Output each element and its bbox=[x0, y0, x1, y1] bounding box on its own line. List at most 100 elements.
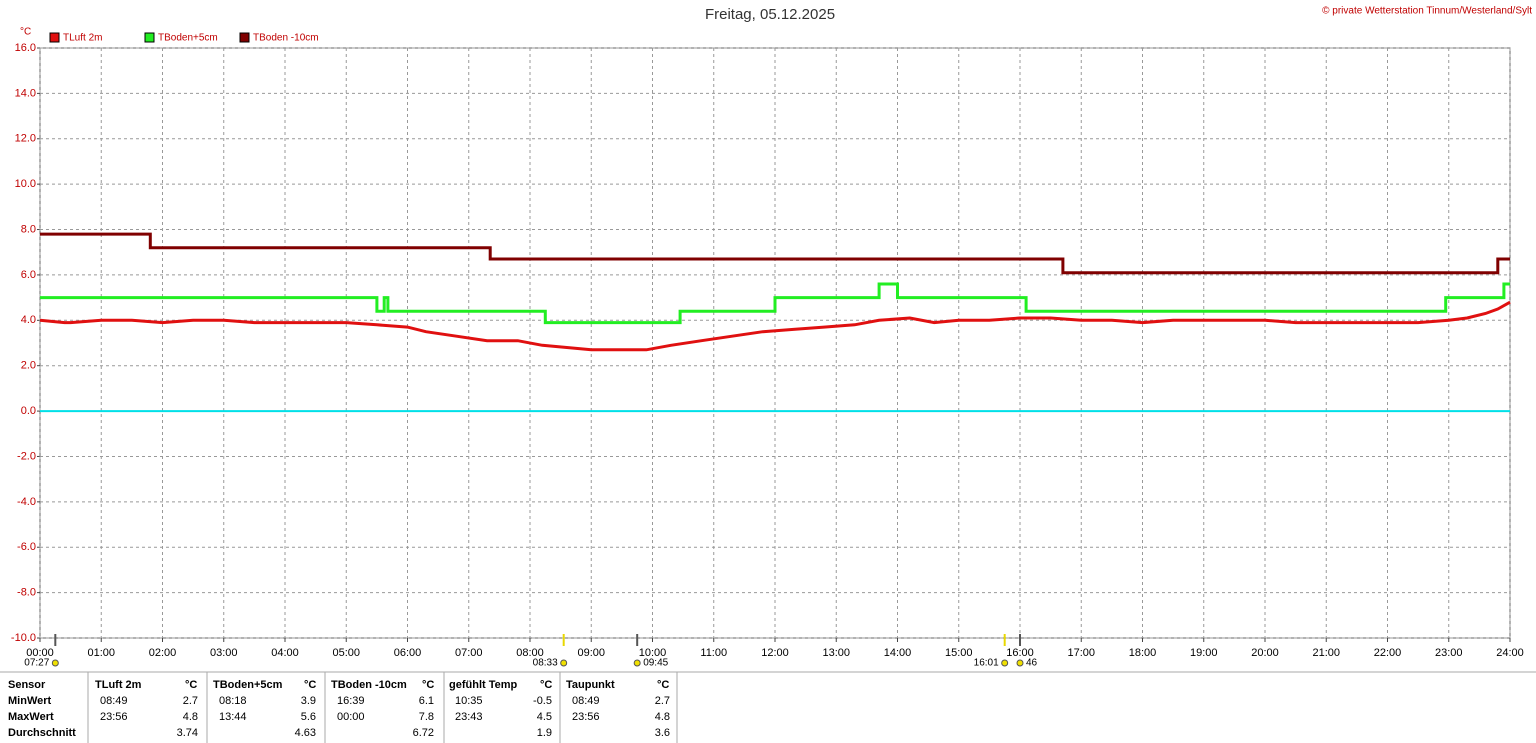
event-label: 16:01 bbox=[974, 658, 999, 669]
table-header: °C bbox=[540, 679, 552, 691]
x-tick-label: 21:00 bbox=[1312, 647, 1340, 659]
series-line bbox=[40, 232, 1510, 275]
row-label: MinWert bbox=[8, 695, 52, 707]
y-tick-label: 2.0 bbox=[21, 360, 36, 372]
event-label: 08:33 bbox=[533, 658, 558, 669]
event-icon bbox=[1001, 659, 1009, 667]
y-tick-label: -2.0 bbox=[17, 450, 36, 462]
x-tick-label: 00:00 bbox=[26, 647, 54, 659]
x-tick-label: 05:00 bbox=[332, 647, 360, 659]
table-header: °C bbox=[422, 679, 434, 691]
y-tick-label: -8.0 bbox=[17, 587, 36, 599]
cell-time: 23:56 bbox=[572, 711, 600, 723]
x-tick-label: 10:00 bbox=[639, 647, 667, 659]
table-separators bbox=[87, 672, 678, 743]
event-label: 09:45 bbox=[643, 658, 668, 669]
cell-time: 08:49 bbox=[100, 695, 128, 707]
cell-time: 16:39 bbox=[337, 695, 365, 707]
legend-swatch bbox=[144, 32, 155, 43]
cell-time: 23:56 bbox=[100, 711, 128, 723]
cell-value: 4.5 bbox=[537, 711, 552, 723]
table-header: TLuft 2m bbox=[95, 679, 142, 691]
chart-title: Freitag, 05.12.2025 bbox=[705, 6, 835, 23]
legend-swatch bbox=[239, 32, 250, 43]
x-tick-label: 16:00 bbox=[1006, 647, 1034, 659]
y-tick-label: 4.0 bbox=[21, 314, 36, 326]
x-tick-label: 11:00 bbox=[700, 647, 727, 659]
event-icon bbox=[51, 659, 59, 667]
cell-value: 5.6 bbox=[301, 711, 316, 723]
cell-value: 4.8 bbox=[655, 711, 670, 723]
cell-value: 2.7 bbox=[655, 695, 670, 707]
credit: © private Wetterstation Tinnum/Westerlan… bbox=[1322, 6, 1532, 17]
x-tick-label: 08:00 bbox=[516, 647, 544, 659]
cell-time: 08:18 bbox=[219, 695, 247, 707]
event-label: 07:27 bbox=[24, 658, 49, 669]
cell-value: 4.8 bbox=[183, 711, 198, 723]
cell-time: 08:49 bbox=[572, 695, 600, 707]
x-tick-label: 12:00 bbox=[761, 647, 789, 659]
y-tick-label: -4.0 bbox=[17, 496, 36, 508]
cell-time: 23:43 bbox=[455, 711, 483, 723]
x-tick-label: 18:00 bbox=[1129, 647, 1157, 659]
series-line bbox=[39, 300, 1511, 352]
cell-time: 10:35 bbox=[455, 695, 483, 707]
cell-value: 3.74 bbox=[177, 727, 198, 739]
y-tick-label: -6.0 bbox=[17, 541, 36, 553]
x-tick-label: 09:00 bbox=[577, 647, 605, 659]
cell-value: 7.8 bbox=[419, 711, 434, 723]
cell-time: 13:44 bbox=[219, 711, 247, 723]
y-tick-label: 10.0 bbox=[15, 178, 36, 190]
x-tick-label: 22:00 bbox=[1374, 647, 1402, 659]
row-label: MaxWert bbox=[8, 711, 54, 723]
table-header: gefühlt Temp bbox=[449, 679, 518, 691]
x-tick-label: 14:00 bbox=[884, 647, 912, 659]
x-tick-label: 07:00 bbox=[455, 647, 483, 659]
cell-value: 2.7 bbox=[183, 695, 198, 707]
x-tick-label: 17:00 bbox=[1067, 647, 1095, 659]
y-tick-label: 8.0 bbox=[21, 223, 36, 235]
y-tick-label: -10.0 bbox=[11, 632, 36, 644]
cell-value: 3.9 bbox=[301, 695, 316, 707]
table-header: Sensor bbox=[8, 679, 46, 691]
table-header: Taupunkt bbox=[566, 679, 615, 691]
y-tick-label: 16.0 bbox=[15, 42, 36, 54]
x-tick-label: 03:00 bbox=[210, 647, 238, 659]
table-header: TBoden -10cm bbox=[331, 679, 407, 691]
series-line bbox=[40, 282, 1510, 325]
x-tick-label: 06:00 bbox=[394, 647, 422, 659]
legend-label: TLuft 2m bbox=[63, 33, 102, 44]
x-tick-label: 24:00 bbox=[1496, 647, 1524, 659]
x-tick-label: 15:00 bbox=[945, 647, 973, 659]
legend-swatch bbox=[49, 32, 60, 43]
event-icon bbox=[1016, 659, 1024, 667]
cell-value: 6.1 bbox=[419, 695, 434, 707]
cell-time: 00:00 bbox=[337, 711, 365, 723]
y-tick-label: 0.0 bbox=[21, 405, 36, 417]
x-tick-label: 13:00 bbox=[822, 647, 850, 659]
y-unit: °C bbox=[20, 27, 31, 38]
x-tick-label: 01:00 bbox=[87, 647, 115, 659]
table-header: °C bbox=[304, 679, 316, 691]
table-header: TBoden+5cm bbox=[213, 679, 283, 691]
cell-value: 4.63 bbox=[295, 727, 316, 739]
x-tick-label: 19:00 bbox=[1190, 647, 1218, 659]
x-tick-label: 23:00 bbox=[1435, 647, 1463, 659]
legend-label: TBoden -10cm bbox=[253, 33, 319, 44]
y-tick-label: 6.0 bbox=[21, 269, 36, 281]
table-header: °C bbox=[185, 679, 197, 691]
x-tick-label: 20:00 bbox=[1251, 647, 1279, 659]
x-tick-label: 04:00 bbox=[271, 647, 299, 659]
cell-value: 6.72 bbox=[413, 727, 434, 739]
cell-value: 1.9 bbox=[537, 727, 552, 739]
cell-value: 3.6 bbox=[655, 727, 670, 739]
x-tick-label: 02:00 bbox=[149, 647, 177, 659]
event-icon bbox=[560, 659, 568, 667]
legend-label: TBoden+5cm bbox=[158, 33, 218, 44]
y-tick-label: 12.0 bbox=[15, 133, 36, 145]
y-tick-label: 14.0 bbox=[15, 87, 36, 99]
cell-value: -0.5 bbox=[533, 695, 552, 707]
table-header: °C bbox=[657, 679, 669, 691]
